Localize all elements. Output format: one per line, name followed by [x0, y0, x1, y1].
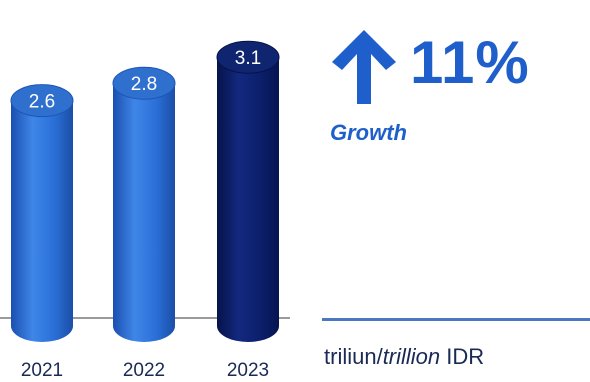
bar-2021: 2.6	[10, 84, 74, 342]
unit-currency: IDR	[440, 344, 485, 369]
bar-top	[10, 84, 74, 118]
arrow-up-icon	[332, 30, 396, 104]
bar-chart: 2.6 2.8 3.1 2021 2022 2023	[0, 40, 290, 381]
bar-body	[217, 57, 279, 326]
x-tick-label: 2023	[227, 360, 269, 381]
unit-english: trillion	[382, 344, 441, 369]
growth-value: 11%	[410, 29, 530, 96]
data-label: 2.6	[29, 92, 55, 113]
x-tick-label: 2021	[21, 360, 63, 381]
bar-top	[112, 66, 176, 100]
unit-label: triliun/trillion IDR	[324, 344, 484, 370]
bar-body	[113, 83, 175, 327]
divider	[322, 318, 590, 321]
data-label: 2.8	[131, 74, 157, 95]
growth-label: Growth	[330, 120, 407, 145]
bar-2023: 3.1	[216, 40, 280, 342]
bar-body	[11, 100, 73, 326]
unit-local: triliun/	[324, 344, 383, 369]
bar-2022: 2.8	[112, 66, 176, 342]
data-label: 3.1	[235, 48, 261, 69]
bar-top	[216, 40, 280, 74]
x-tick-label: 2022	[123, 360, 165, 381]
growth-highlight: 11% Growth	[330, 22, 580, 162]
